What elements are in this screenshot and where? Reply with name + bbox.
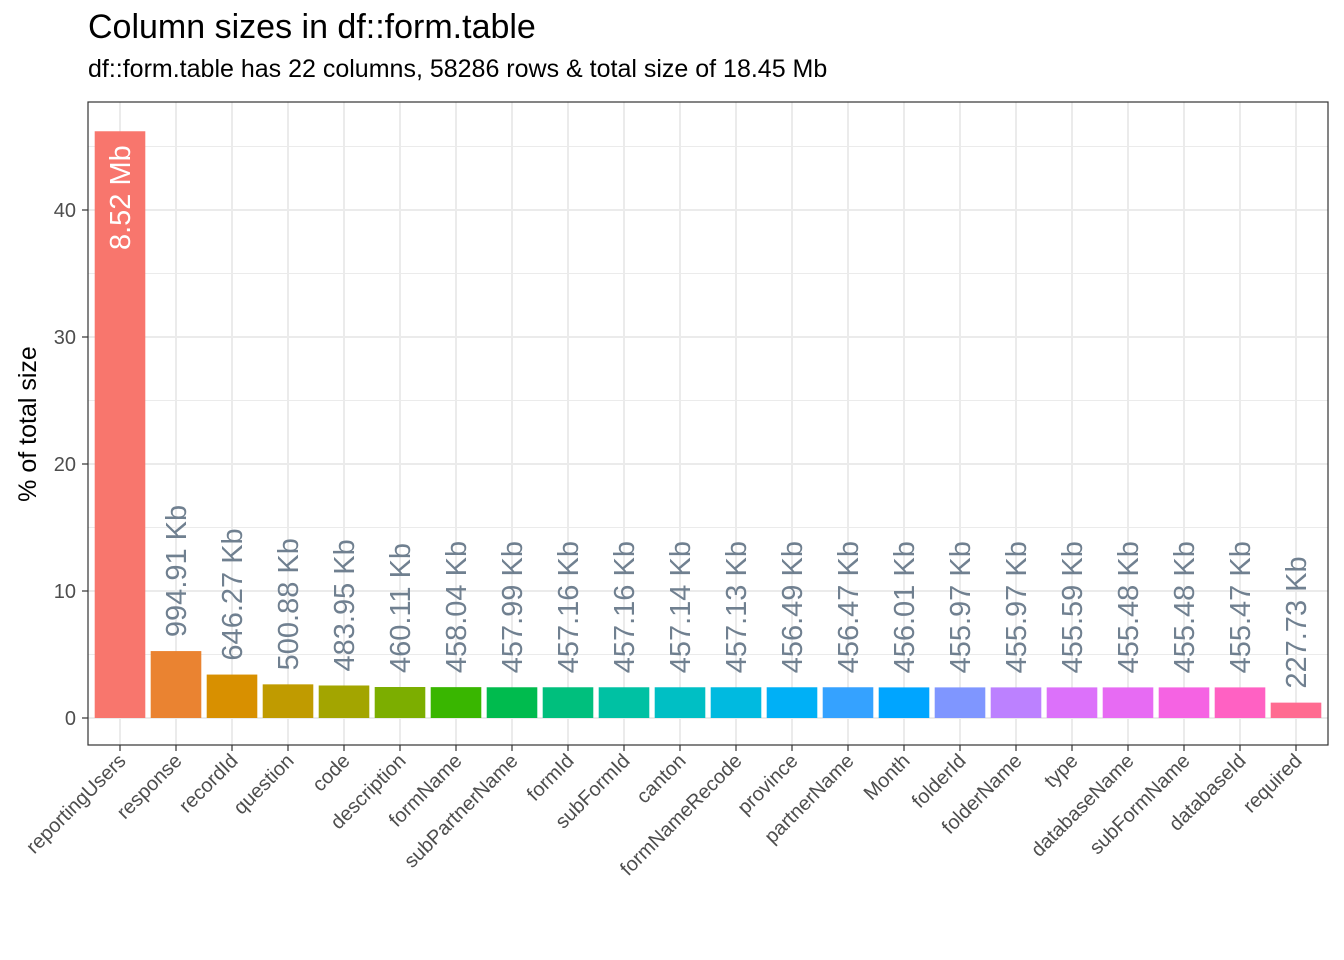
bar-value-label: 456.49 Kb [777, 541, 809, 673]
x-tick-label: reportingUsers [22, 750, 130, 858]
x-tick-label: Month [860, 750, 915, 805]
bar [598, 687, 650, 718]
chart-title: Column sizes in df::form.table [88, 8, 536, 46]
bar [990, 687, 1042, 718]
bar-value-label: 455.48 Kb [1169, 541, 1201, 673]
bar [486, 687, 538, 718]
y-axis-title: % of total size [14, 346, 42, 502]
x-tick-label: code [308, 750, 354, 796]
bar [878, 687, 930, 718]
bar-value-label: 483.95 Kb [329, 539, 361, 671]
y-tick-label: 30 [54, 327, 76, 349]
x-tick-label: required [1239, 750, 1306, 817]
plot-border [87, 101, 1329, 746]
x-tick-label: formId [523, 750, 579, 806]
bar [262, 684, 314, 718]
minor-gridlines [88, 146, 1328, 655]
bar-value-label: 455.48 Kb [1113, 541, 1145, 673]
bars [94, 131, 1322, 718]
x-tick-label: subFormName [1085, 750, 1194, 859]
bar [1214, 687, 1266, 718]
bar-value-label: 456.47 Kb [833, 541, 865, 673]
bar-value-label: 500.88 Kb [273, 538, 305, 670]
x-tick-label: question [230, 750, 299, 819]
bar [318, 685, 370, 718]
bar-value-label: 457.99 Kb [497, 541, 529, 673]
bar-value-label: 455.47 Kb [1225, 541, 1257, 673]
bar [430, 687, 482, 718]
bar-value-label: 457.16 Kb [553, 541, 585, 673]
bar [934, 687, 986, 718]
y-tick-label: 0 [65, 708, 76, 730]
bar [710, 687, 762, 718]
bar [542, 687, 594, 718]
bar-value-label: 456.01 Kb [889, 541, 921, 673]
bar [1102, 687, 1154, 718]
x-tick-label: type [1040, 750, 1082, 792]
y-tick-label: 40 [54, 200, 76, 222]
bar-value-label: 457.14 Kb [665, 541, 697, 673]
chart-subtitle: df::form.table has 22 columns, 58286 row… [88, 55, 828, 83]
x-tick-label: databaseName [1027, 750, 1138, 861]
bar [654, 687, 706, 718]
bar [94, 131, 146, 718]
bar [822, 687, 874, 718]
bar [1158, 687, 1210, 718]
bar [1270, 702, 1322, 718]
bar-value-label: 455.97 Kb [1001, 541, 1033, 673]
bar-value-label: 646.27 Kb [217, 528, 249, 660]
bar-value-label: 455.59 Kb [1057, 541, 1089, 673]
bar-value-label: 458.04 Kb [441, 541, 473, 673]
bar-value-label: 455.97 Kb [945, 541, 977, 673]
bar [1046, 687, 1098, 718]
y-tick-label: 10 [54, 581, 76, 603]
y-tick-label: 20 [54, 454, 76, 476]
bar [150, 651, 202, 718]
bar-value-label: 460.11 Kb [385, 543, 417, 673]
bar-labels: 8.52 Mb 994.91 Kb 646.27 Kb 500.88 Kb 483.95… [105, 145, 1313, 688]
bar-value-label: 457.16 Kb [609, 541, 641, 673]
bar-value-label: 227.73 Kb [1281, 556, 1313, 688]
bar-value-label: 8.52 Mb [105, 145, 137, 250]
major-gridlines [88, 102, 1328, 745]
bar [206, 674, 258, 718]
y-axis: 0 10 20 30 40 [54, 200, 88, 730]
bar-value-label: 994.91 Kb [161, 505, 193, 637]
bar-value-label: 457.13 Kb [721, 541, 753, 673]
bar [766, 687, 818, 718]
bar [374, 687, 426, 718]
